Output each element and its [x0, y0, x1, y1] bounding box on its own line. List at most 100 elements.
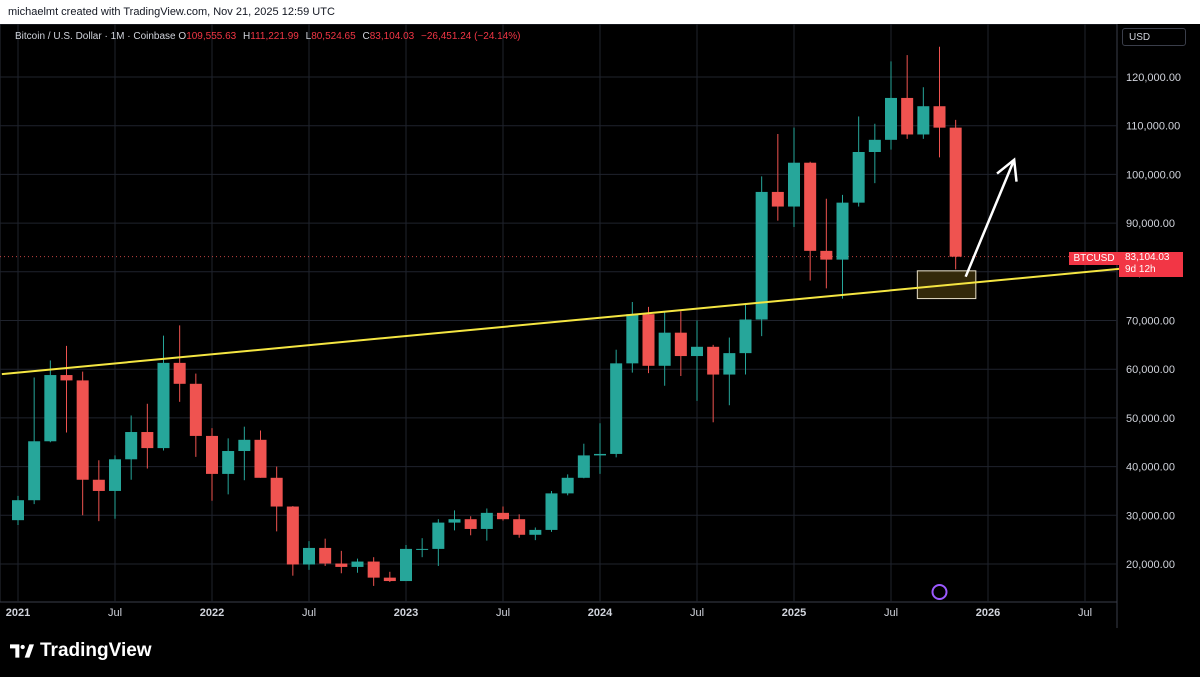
candle-body — [885, 97, 897, 140]
attribution-text: michaelmt created with TradingView.com, … — [8, 6, 335, 18]
candle-body — [448, 519, 461, 523]
candle-body — [771, 191, 784, 207]
candle-body — [836, 202, 849, 260]
trendline — [1, 263, 1166, 376]
legend-close-value: 83,104.03 — [369, 31, 415, 42]
y-tick-label: 60,000.00 — [1126, 364, 1175, 376]
candle-body — [270, 477, 283, 507]
candle-body — [76, 380, 89, 480]
candle-body — [238, 439, 251, 452]
candle-body — [319, 547, 332, 564]
legend-change: −26,451.24 (−24.14%) — [420, 31, 521, 42]
y-tick-label: 40,000.00 — [1126, 462, 1175, 474]
candle-body — [173, 362, 186, 384]
x-tick-label: 2022 — [200, 607, 224, 619]
candle-body — [739, 319, 752, 354]
x-tick-label: Jul — [1078, 607, 1092, 619]
y-tick-label: 20,000.00 — [1126, 559, 1175, 571]
legend-close-label: C — [362, 31, 370, 42]
candle-body — [464, 519, 477, 529]
candle-body — [383, 577, 396, 582]
attribution-bar: michaelmt created with TradingView.com, … — [0, 0, 1200, 24]
candle-body — [820, 250, 833, 260]
last-price-tag: 83,104.03 9d 12h — [1119, 252, 1183, 277]
candle-body — [286, 506, 299, 565]
plot-area — [0, 24, 1118, 603]
last-price-value: 83,104.03 — [1125, 252, 1170, 263]
legend-symbol: Bitcoin / U.S. Dollar · 1M · Coinbase — [15, 31, 176, 42]
candle-body — [351, 561, 364, 567]
candle-body — [303, 547, 315, 565]
candle-body — [852, 151, 865, 203]
candle-body — [513, 519, 526, 535]
candle-body — [28, 441, 41, 501]
candle-body — [610, 363, 623, 454]
chart-legend: Bitcoin / U.S. Dollar · 1M · Coinbase O1… — [15, 31, 525, 42]
candle-body — [44, 375, 57, 442]
candle-body — [222, 451, 235, 474]
candle-body — [545, 493, 558, 530]
candle-body — [109, 459, 121, 491]
y-tick-label: 120,000.00 — [1126, 72, 1181, 84]
candlestick-chart[interactable]: 20,000.00 30,000.00 40,000.00 50,000.00 60,0… — [0, 24, 1200, 628]
candle-body — [60, 375, 73, 381]
x-tick-label: Jul — [108, 607, 122, 619]
candle-body — [626, 314, 639, 364]
x-tick-label: 2021 — [6, 607, 30, 619]
y-tick-label: 30,000.00 — [1126, 510, 1175, 522]
candle-body — [335, 563, 348, 567]
candle-body — [367, 561, 380, 578]
candle-body — [529, 529, 542, 535]
candle-body — [561, 477, 574, 494]
candle-body — [949, 127, 962, 257]
x-tick-label: 2026 — [976, 607, 1000, 619]
y-tick-label: 110,000.00 — [1126, 121, 1180, 133]
x-tick-label: 2023 — [394, 607, 418, 619]
candle-body — [707, 346, 720, 375]
x-tick-label: 2025 — [782, 607, 806, 619]
candle-body — [804, 162, 817, 251]
y-tick-label: 70,000.00 — [1126, 316, 1175, 328]
y-tick-label: 100,000.00 — [1126, 169, 1181, 181]
candle-body — [594, 453, 606, 456]
legend-low-label: L — [305, 31, 312, 42]
candle-body — [254, 439, 267, 478]
candle-body — [480, 512, 493, 529]
legend-high-value: 111,221.99 — [250, 31, 299, 42]
candle-body — [658, 332, 671, 366]
x-tick-label: 2024 — [588, 607, 613, 619]
candle-body — [12, 500, 24, 521]
y-tick-label: 90,000.00 — [1126, 218, 1175, 230]
legend-high-label: H — [243, 31, 251, 42]
candle-body — [125, 432, 138, 460]
x-tick-label: Jul — [302, 607, 316, 619]
tradingview-logo[interactable]: TradingView — [10, 640, 152, 662]
currency-selector[interactable]: USD — [1122, 28, 1186, 46]
candle-body — [400, 548, 412, 582]
candle-body — [691, 346, 703, 357]
y-tick-label: 50,000.00 — [1126, 413, 1175, 425]
candle-body — [933, 106, 946, 128]
candle-body — [206, 435, 218, 474]
legend-open-label: O — [178, 31, 187, 42]
tradingview-logo-icon — [10, 644, 34, 658]
candle-body — [189, 383, 202, 436]
brand-name: TradingView — [40, 640, 152, 661]
candle-body — [868, 139, 881, 152]
candle-body — [901, 97, 914, 135]
x-tick-label: Jul — [884, 607, 898, 619]
symbol-price-tag: BTCUSD — [1069, 252, 1119, 265]
candle-body — [416, 548, 429, 550]
legend-open-value: 109,555.63 — [186, 31, 237, 42]
candle-body — [157, 362, 170, 449]
candle-body — [141, 432, 154, 449]
candle-body — [497, 512, 509, 520]
candle-body — [674, 332, 687, 357]
bar-countdown: 9d 12h — [1125, 264, 1156, 275]
candle-body — [788, 162, 800, 207]
x-tick-label: Jul — [496, 607, 510, 619]
x-tick-label: Jul — [690, 607, 704, 619]
candle-body — [432, 522, 445, 549]
annotation-arrow-shaft — [964, 159, 1016, 278]
candle-body — [917, 106, 930, 135]
